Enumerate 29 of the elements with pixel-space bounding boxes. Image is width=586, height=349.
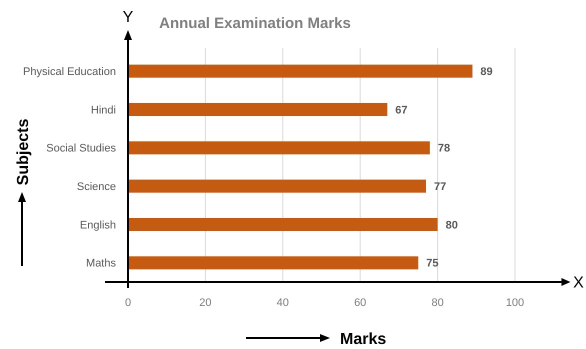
y-tick-label: Science xyxy=(76,181,116,194)
data-label: 80 xyxy=(446,219,458,232)
chart-title: Annual Examination Marks xyxy=(159,15,351,32)
x-axis-title: Marks xyxy=(340,331,386,348)
x-tick-label: 80 xyxy=(431,297,444,309)
text: X xyxy=(573,274,584,292)
bar xyxy=(128,64,472,78)
y-axis-title: Subjects xyxy=(15,118,32,186)
data-label: 75 xyxy=(426,258,438,270)
y-tick-label: Physical Education xyxy=(23,66,116,78)
bar xyxy=(128,218,438,232)
bar xyxy=(128,141,430,154)
bar xyxy=(128,180,426,193)
x-tick-label: 40 xyxy=(276,297,289,309)
data-label: 77 xyxy=(434,181,446,194)
y-tick-label: English xyxy=(80,219,116,232)
y-tick-label: Social Studies xyxy=(46,142,116,155)
data-label: 89 xyxy=(480,66,493,78)
x-tick-label: 20 xyxy=(199,297,212,309)
bar xyxy=(128,102,388,116)
text: Y xyxy=(122,9,134,26)
data-label: 67 xyxy=(395,104,408,116)
data-label: 78 xyxy=(438,142,450,155)
x-tick-label: 60 xyxy=(354,297,366,309)
y-tick-label: Hindi xyxy=(90,104,116,116)
x-tick-label: 100 xyxy=(506,297,524,309)
x-tick-label: 0 xyxy=(124,297,132,309)
bar xyxy=(128,256,418,270)
y-tick-label: Maths xyxy=(86,258,116,270)
